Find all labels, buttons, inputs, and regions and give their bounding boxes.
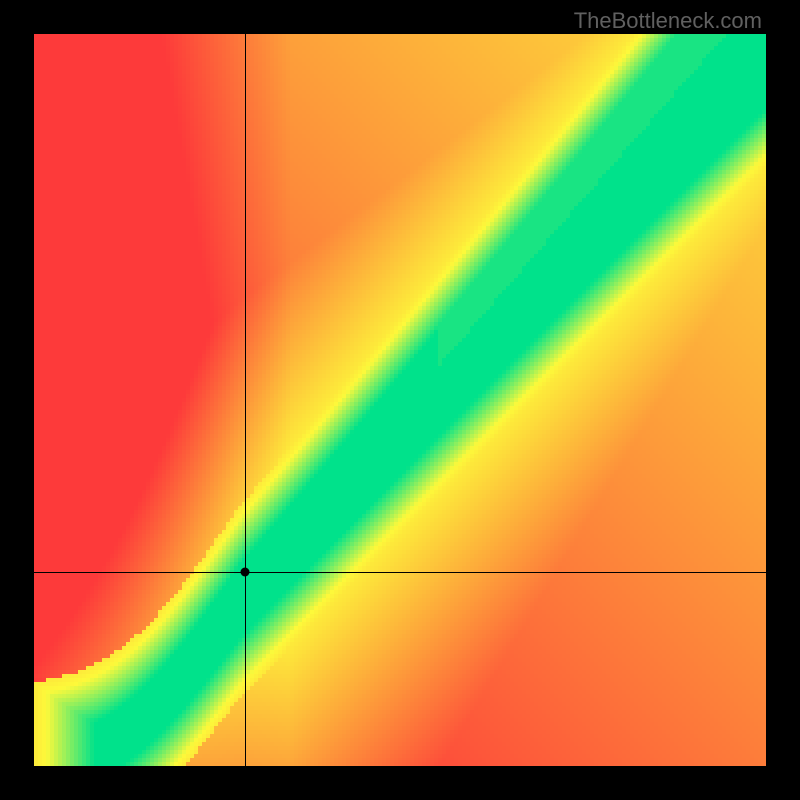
heatmap-plot xyxy=(34,34,766,766)
chart-container: TheBottleneck.com xyxy=(0,0,800,800)
crosshair-vertical xyxy=(245,34,246,766)
crosshair-horizontal xyxy=(34,572,766,573)
watermark-text: TheBottleneck.com xyxy=(574,8,762,34)
crosshair-marker-dot xyxy=(240,568,249,577)
heatmap-canvas xyxy=(34,34,766,766)
